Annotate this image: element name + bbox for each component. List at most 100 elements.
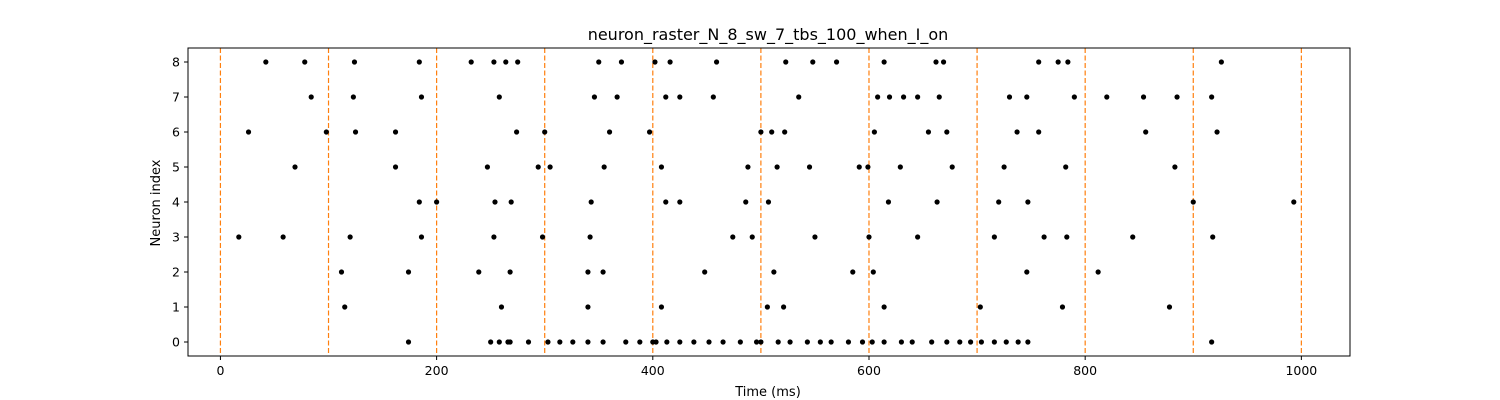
spike-point xyxy=(775,339,781,345)
spike-point xyxy=(1209,339,1215,345)
spike-point xyxy=(929,339,935,345)
spike-point xyxy=(1071,94,1077,100)
spike-point xyxy=(865,164,871,170)
spike-point xyxy=(691,339,697,345)
spike-point xyxy=(1025,199,1031,205)
spike-point xyxy=(637,339,643,345)
spike-point xyxy=(503,59,509,65)
spike-point xyxy=(743,199,749,205)
y-tick-label: 4 xyxy=(172,195,180,210)
spike-point xyxy=(957,339,963,345)
spike-point xyxy=(915,234,921,240)
spike-point xyxy=(870,269,876,275)
spike-point xyxy=(1104,94,1110,100)
spike-point xyxy=(600,269,606,275)
x-tick-label: 400 xyxy=(641,363,665,378)
spike-point xyxy=(557,339,563,345)
spike-point xyxy=(585,304,591,310)
spike-point xyxy=(418,234,425,240)
spike-point xyxy=(545,339,551,345)
spike-point xyxy=(677,339,683,345)
spike-point xyxy=(886,94,893,100)
spike-point xyxy=(940,59,947,65)
spike-point xyxy=(1024,94,1030,100)
spike-point xyxy=(702,269,708,275)
spike-point xyxy=(1065,59,1071,65)
spike-point xyxy=(618,59,625,65)
spike-point xyxy=(850,269,856,275)
spike-point xyxy=(885,199,892,205)
y-tick-label: 3 xyxy=(172,230,180,245)
spike-point xyxy=(925,129,932,135)
spike-point xyxy=(897,164,903,170)
spike-point xyxy=(881,339,887,345)
spike-point xyxy=(737,339,743,345)
spike-point xyxy=(535,164,541,170)
spike-point xyxy=(996,199,1002,205)
spike-point xyxy=(783,59,789,65)
spike-point xyxy=(1209,94,1215,100)
x-tick-label: 800 xyxy=(1073,363,1097,378)
spike-point xyxy=(812,234,818,240)
spike-point xyxy=(1014,129,1020,135)
spike-point xyxy=(507,269,513,275)
y-tick-label: 2 xyxy=(172,265,180,280)
spike-point xyxy=(392,164,399,170)
spike-point xyxy=(596,59,602,65)
spike-point xyxy=(667,59,673,65)
spike-point xyxy=(653,339,659,345)
spike-point xyxy=(663,94,669,100)
spike-point xyxy=(769,129,775,135)
x-axis-label: Time (ms) xyxy=(734,385,801,400)
spike-point xyxy=(1001,164,1007,170)
spike-point xyxy=(416,59,422,65)
spike-point xyxy=(866,234,872,240)
spike-point xyxy=(871,129,877,135)
spike-point xyxy=(915,94,921,100)
spike-point xyxy=(749,234,755,240)
spike-point xyxy=(1063,164,1069,170)
spike-point xyxy=(869,339,875,345)
spike-point xyxy=(588,199,594,205)
spike-point xyxy=(780,304,787,310)
spike-point xyxy=(542,129,548,135)
spike-point xyxy=(1143,129,1149,135)
spike-point xyxy=(418,94,425,100)
spike-point xyxy=(758,339,764,345)
spike-point xyxy=(323,129,329,135)
y-tick-label: 5 xyxy=(172,160,180,175)
spike-point xyxy=(859,339,866,345)
spike-point xyxy=(949,164,955,170)
spike-point xyxy=(787,339,793,345)
spike-point xyxy=(1095,269,1101,275)
spike-point xyxy=(496,94,502,100)
spike-point xyxy=(514,129,520,135)
spike-point xyxy=(601,164,607,170)
spike-point xyxy=(782,129,788,135)
spike-point xyxy=(977,304,983,310)
spike-point xyxy=(434,199,440,205)
spike-point xyxy=(352,129,359,135)
y-tick-label: 0 xyxy=(172,335,180,350)
spike-point xyxy=(845,339,852,345)
spike-point xyxy=(875,94,881,100)
spike-point xyxy=(900,94,907,100)
spike-point xyxy=(1130,234,1136,240)
spike-point xyxy=(764,304,770,310)
spike-point xyxy=(934,199,940,205)
spike-point xyxy=(1172,164,1178,170)
spike-point xyxy=(302,59,308,65)
x-tick-label: 0 xyxy=(216,363,224,378)
spike-point xyxy=(585,339,591,345)
spike-point xyxy=(1055,59,1061,65)
spike-point xyxy=(614,94,620,100)
spike-point xyxy=(623,339,629,345)
x-tick-label: 200 xyxy=(425,363,449,378)
spike-point xyxy=(771,269,777,275)
spike-point xyxy=(547,164,553,170)
x-tick-label: 600 xyxy=(857,363,881,378)
spike-point xyxy=(758,129,764,135)
spike-point xyxy=(539,234,546,240)
spike-point xyxy=(488,339,494,345)
